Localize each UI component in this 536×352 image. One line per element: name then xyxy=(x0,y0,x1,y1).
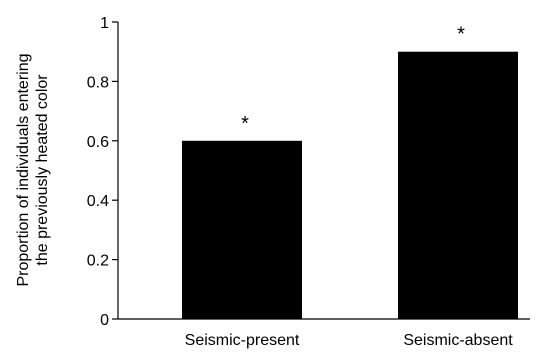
y-axis-label-line-2: the previously heated color xyxy=(34,74,51,266)
bar-annotations: ** xyxy=(241,24,465,135)
y-ticks: 0 0.2 0.4 0.6 0.8 1 xyxy=(87,15,118,329)
x-category-labels: Seismic-present Seismic-absent xyxy=(185,332,514,349)
y-tick-label: 1 xyxy=(100,15,109,32)
bar xyxy=(182,140,302,319)
y-tick-label: 0.6 xyxy=(87,134,109,151)
x-category-label: Seismic-present xyxy=(185,332,300,349)
significance-annotation: * xyxy=(457,24,465,46)
y-tick-label: 0 xyxy=(100,312,109,329)
bar xyxy=(398,51,518,319)
y-axis-label: Proportion of individuals entering the p… xyxy=(15,53,51,286)
y-tick-label: 0.4 xyxy=(87,193,109,210)
x-category-label: Seismic-absent xyxy=(403,332,513,349)
bars xyxy=(182,51,518,319)
significance-annotation: * xyxy=(241,113,249,135)
y-axis-label-line-1: Proportion of individuals entering xyxy=(15,53,32,286)
y-tick-label: 0.2 xyxy=(87,253,109,270)
y-tick-label: 0.8 xyxy=(87,74,109,91)
